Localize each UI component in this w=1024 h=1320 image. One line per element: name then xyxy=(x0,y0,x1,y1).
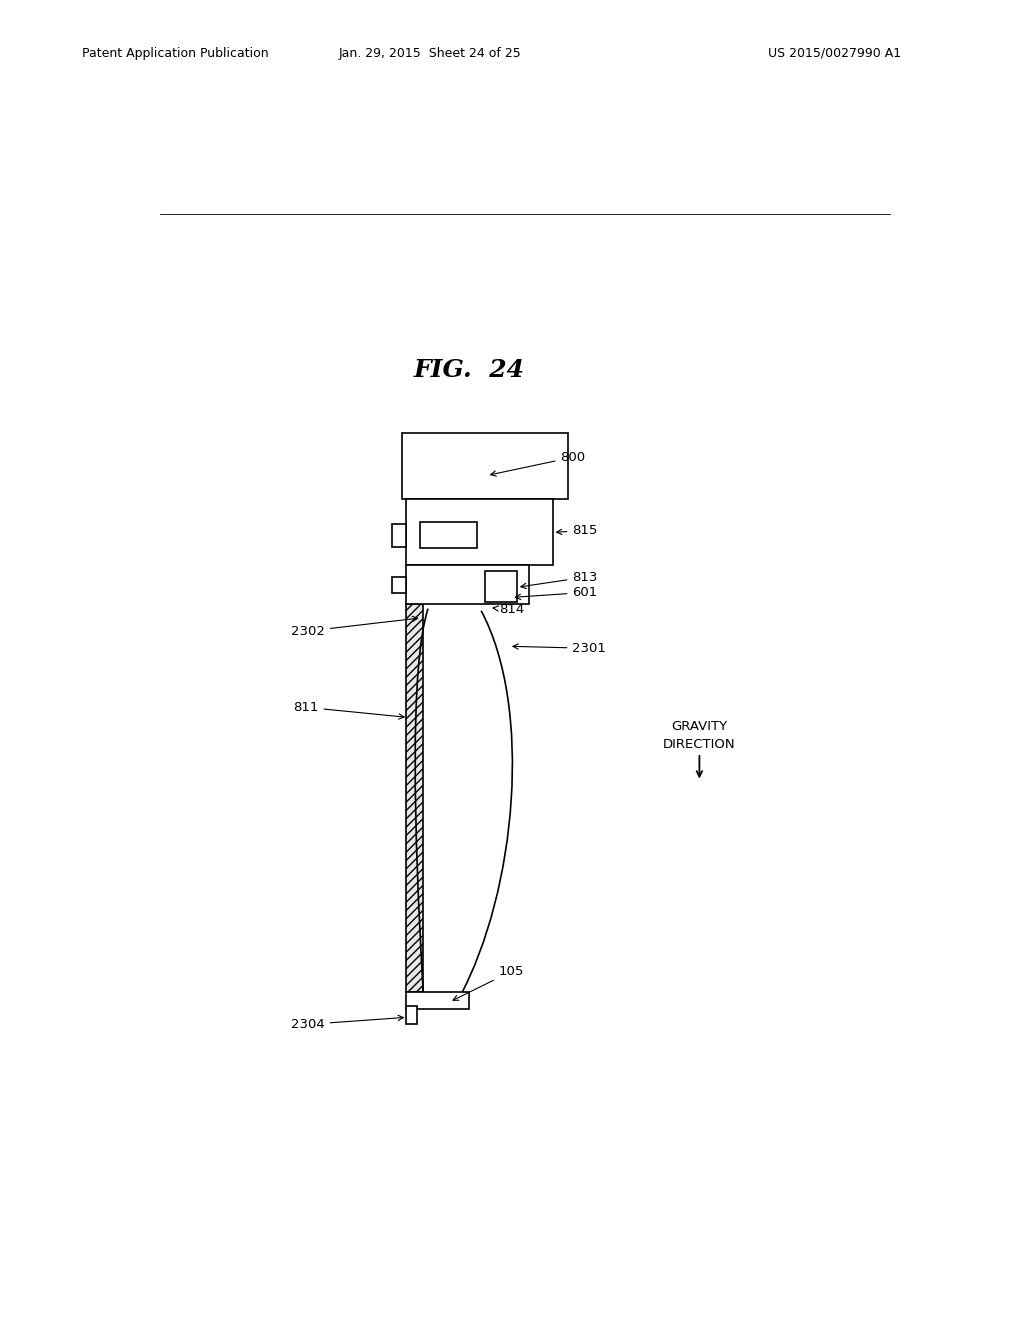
Bar xyxy=(401,433,568,499)
Text: Patent Application Publication: Patent Application Publication xyxy=(82,46,268,59)
Text: 2301: 2301 xyxy=(513,642,606,655)
Text: 601: 601 xyxy=(515,586,598,599)
Bar xyxy=(406,565,528,603)
Text: US 2015/0027990 A1: US 2015/0027990 A1 xyxy=(768,46,901,59)
Bar xyxy=(392,524,406,546)
Text: 815: 815 xyxy=(557,524,598,537)
Bar xyxy=(406,1006,417,1024)
Text: 105: 105 xyxy=(453,965,524,1001)
Text: 814: 814 xyxy=(493,603,524,616)
Bar xyxy=(392,577,406,594)
Text: 811: 811 xyxy=(293,701,404,719)
Text: 800: 800 xyxy=(490,450,586,477)
Text: FIG.  24: FIG. 24 xyxy=(414,358,524,381)
Text: 2304: 2304 xyxy=(291,1015,403,1031)
Text: 2302: 2302 xyxy=(291,616,418,638)
Text: GRAVITY: GRAVITY xyxy=(672,719,727,733)
Bar xyxy=(485,572,517,602)
Text: DIRECTION: DIRECTION xyxy=(664,738,735,751)
Bar xyxy=(420,523,477,548)
Bar xyxy=(406,991,469,1008)
Text: Jan. 29, 2015  Sheet 24 of 25: Jan. 29, 2015 Sheet 24 of 25 xyxy=(339,46,521,59)
Bar xyxy=(406,603,423,991)
Bar xyxy=(406,499,553,565)
Text: 813: 813 xyxy=(521,570,598,589)
